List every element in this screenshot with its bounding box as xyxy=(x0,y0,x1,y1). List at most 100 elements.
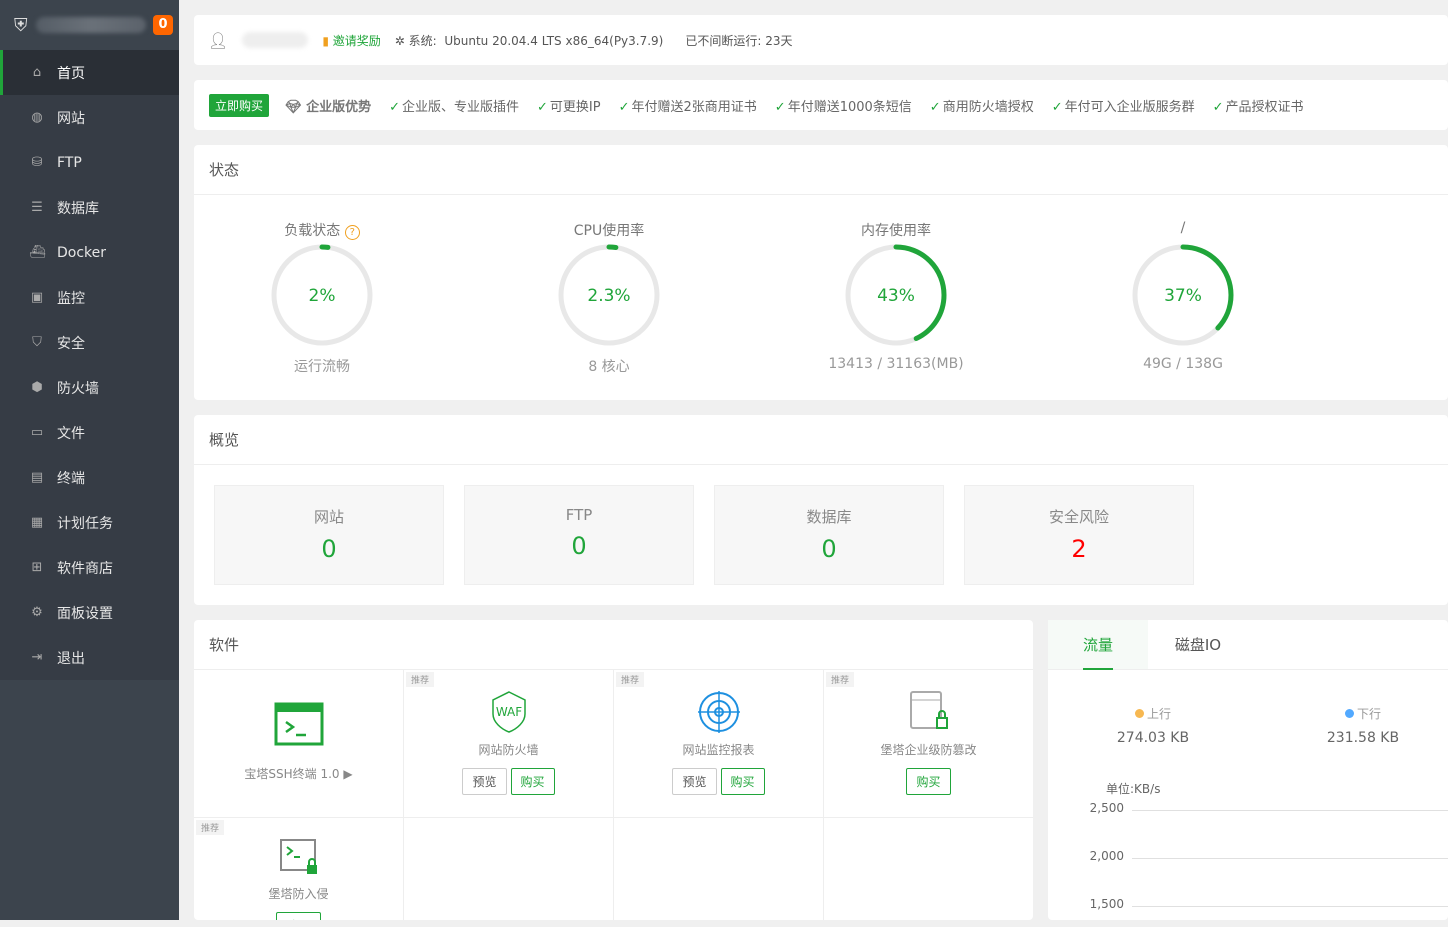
upload-stat: 上行 274.03 KB xyxy=(1116,707,1190,746)
diamond-icon: 💎︎ xyxy=(285,99,302,115)
enterprise-advantage[interactable]: 💎︎ 企业版优势 xyxy=(285,99,372,115)
software-name: 堡塔企业级防篡改 xyxy=(880,743,977,757)
gauge-ring: 2% xyxy=(271,244,373,346)
tab-disk-io[interactable]: 磁盘IO xyxy=(1174,636,1222,654)
user-icon[interactable]: 👤︎ xyxy=(208,30,229,50)
waf-icon: WAF xyxy=(491,691,526,733)
sidebar-item[interactable]: ⬢ 防火墙 xyxy=(0,365,179,410)
gauge[interactable]: 负载状态 ? 2% 运行流畅 xyxy=(222,220,422,376)
software-card[interactable]: 推荐堡塔防入侵购买 xyxy=(194,818,404,920)
ftp-icon: ⛁ xyxy=(31,155,43,170)
gauge[interactable]: / 37% 49G / 138G xyxy=(1083,220,1283,372)
software-title: 软件 xyxy=(194,620,1033,670)
gauge[interactable]: CPU使用率 2.3% 8 核心 xyxy=(509,220,709,376)
buy-button[interactable]: 购买 xyxy=(276,912,321,920)
empty-slot xyxy=(404,818,614,920)
overview-card[interactable]: 数据库 0 xyxy=(714,485,944,585)
preview-button[interactable]: 预览 xyxy=(672,768,717,795)
sidebar-item[interactable]: ⌂ 首页 xyxy=(0,50,179,95)
download-dot xyxy=(1344,709,1354,718)
software-card[interactable]: 推荐 WAF 网站防火墙 预览 购买 xyxy=(404,670,614,818)
gridline xyxy=(1132,810,1448,811)
recommend-tag: 推荐 xyxy=(826,672,855,687)
overview-title: 概览 xyxy=(194,415,1448,465)
sidebar-item[interactable]: ⚙ 面板设置 xyxy=(0,590,179,635)
software-card[interactable]: 宝塔SSH终端 1.0 ▶ xyxy=(194,670,404,818)
recommend-tag: 推荐 xyxy=(196,820,225,835)
feature-item: ✓ 年付赠送2张商用证书 xyxy=(618,99,757,115)
tab-traffic[interactable]: 流量 xyxy=(1048,620,1148,670)
chart-unit: 单位:KB/s xyxy=(1106,782,1161,796)
software-panel: 软件 宝塔SSH终端 1.0 ▶ 推荐 WAF 网站防火墙 预览 购买 推荐 网站监控报表 预览… xyxy=(194,620,1033,920)
monitor-icon: ▣ xyxy=(30,290,44,305)
svg-text:WAF: WAF xyxy=(495,705,521,719)
help-icon[interactable]: ? xyxy=(344,225,360,240)
sidebar-item[interactable]: ⊞ 软件商店 xyxy=(0,545,179,590)
check-icon: ✓ xyxy=(618,99,630,115)
logout-icon: ⇥ xyxy=(31,650,43,665)
software-name: 堡塔防入侵 xyxy=(268,887,329,901)
upload-dot xyxy=(1134,709,1144,718)
firewall-icon: ⬢ xyxy=(31,380,43,395)
sidebar-item[interactable]: ⛉ 安全 xyxy=(0,320,179,365)
radar-icon xyxy=(697,691,740,733)
overview-card[interactable]: 安全风险 2 xyxy=(964,485,1194,585)
server-name-blurred xyxy=(35,17,146,33)
uptime: 已不间断运行: 23天 xyxy=(685,33,793,48)
software-card[interactable]: 推荐 网站监控报表 预览 购买 xyxy=(614,670,824,818)
sidebar-item[interactable]: ▤ 终端 xyxy=(30,470,85,487)
feature-item: ✓ 企业版、专业版插件 xyxy=(389,99,519,115)
sidebar-item[interactable]: ▣ 监控 xyxy=(30,290,85,307)
sidebar-item[interactable]: ⛁ FTP xyxy=(0,140,179,185)
sidebar-item[interactable]: ⇥ 退出 xyxy=(0,635,179,680)
buy-now-button[interactable]: 立即购买 xyxy=(209,93,270,117)
buy-button[interactable]: 购买 xyxy=(510,768,555,795)
grid-icon: ⊞ xyxy=(31,560,43,575)
check-icon: ✓ xyxy=(537,99,548,115)
notification-badge[interactable]: 0 xyxy=(153,15,173,35)
buy-button[interactable]: 购买 xyxy=(906,768,951,795)
y-tick: 2,000 xyxy=(1089,849,1124,863)
top-info-bar: 👤︎ ▮ 邀请奖励 ✲ 系统: Ubuntu 20.04.4 LTS x86_6… xyxy=(194,15,1448,65)
software-name: 网站防火墙 xyxy=(478,743,539,757)
overview-panel: 概览 网站 0 FTP 0 数据库 0 安全风险 2 xyxy=(194,415,1448,605)
gauge-value: 2.3% xyxy=(587,286,630,306)
ubuntu-icon: ✲ xyxy=(394,33,405,48)
system-info: ✲ 系统: Ubuntu 20.04.4 LTS x86_64(Py3.7.9) xyxy=(394,33,664,48)
buy-button[interactable]: 购买 xyxy=(720,768,765,795)
check-icon: ✓ xyxy=(1051,99,1063,115)
calendar-icon: ▦ xyxy=(30,515,44,530)
gauge[interactable]: 内存使用率 43% 13413 / 31163(MB) xyxy=(828,223,964,372)
empty-slot xyxy=(614,818,824,920)
gauge-value: 37% xyxy=(1164,286,1202,306)
gift-icon: ▮ xyxy=(322,33,329,48)
overview-card[interactable]: 网站 0 xyxy=(214,485,444,585)
gear-icon: ⚙ xyxy=(31,605,43,620)
status-title: 状态 xyxy=(194,145,1448,195)
username-blurred xyxy=(242,32,309,48)
sidebar-item[interactable]: ▭ 文件 xyxy=(30,425,85,442)
gridline xyxy=(1132,858,1448,859)
y-tick: 1,500 xyxy=(1089,897,1124,911)
ssh-terminal-icon xyxy=(274,702,323,746)
sidebar-item[interactable]: ⛴ Docker xyxy=(29,244,107,261)
tamper-proof-icon xyxy=(909,691,948,729)
database-icon: ☰ xyxy=(31,200,43,215)
feature-item: ✓ 商用防火墙授权 xyxy=(929,99,1034,115)
preview-button[interactable]: 预览 xyxy=(462,768,507,795)
gridline xyxy=(1132,906,1448,907)
gauge-ring: 43% xyxy=(845,244,947,346)
feature-list: ✓ 企业版、专业版插件 ✓ 可更换IP ✓ 年付赠送2张商用证书 ✓ 年付赠送1000条短信 ✓… xyxy=(389,96,1303,115)
traffic-panel: 流量 磁盘IO 上行 274.03 KB 下行 231.58 KB 单位:KB/… xyxy=(1048,620,1448,920)
globe-icon: ◍ xyxy=(31,110,43,125)
overview-card[interactable]: FTP 0 xyxy=(464,485,694,585)
gauge-arc xyxy=(1132,244,1234,346)
sidebar-item[interactable]: ▦ 计划任务 xyxy=(30,515,113,532)
check-icon: ✓ xyxy=(1212,99,1224,115)
software-card[interactable]: 推荐堡塔企业级防篡改购买 xyxy=(824,670,1033,818)
sidebar-item[interactable]: ◍ 网站 xyxy=(0,95,179,140)
gauge-value: 2% xyxy=(309,286,336,306)
sidebar-item[interactable]: ☰ 数据库 xyxy=(0,185,179,230)
invite-link[interactable]: ▮ 邀请奖励 xyxy=(322,33,381,48)
home-icon: ⌂ xyxy=(32,65,42,80)
